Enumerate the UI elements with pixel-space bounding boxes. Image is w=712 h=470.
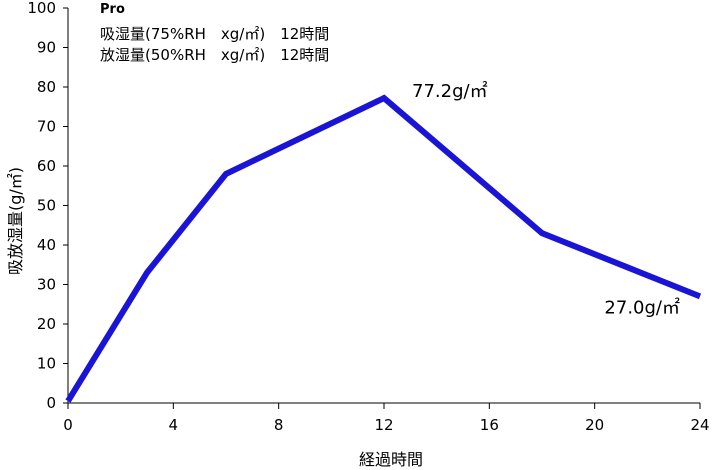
data-label: 77.2g/㎡ bbox=[412, 80, 488, 102]
data-label: 27.0g/㎡ bbox=[604, 296, 680, 318]
y-tick-label: 60 bbox=[37, 157, 56, 175]
y-tick-label: 70 bbox=[37, 118, 56, 136]
x-tick-label: 12 bbox=[374, 416, 393, 434]
legend-line-absorb: 吸湿量(75%RH xg/㎡) 12時間 bbox=[100, 25, 329, 43]
y-tick-label: 30 bbox=[37, 276, 56, 294]
y-tick-label: 40 bbox=[37, 236, 56, 254]
brand-label: Pro bbox=[100, 2, 125, 17]
x-tick-label: 8 bbox=[274, 416, 284, 434]
legend-line-release: 放湿量(50%RH xg/㎡) 12時間 bbox=[100, 46, 329, 64]
x-axis-title: 経過時間 bbox=[359, 450, 423, 469]
x-tick-label: 4 bbox=[169, 416, 179, 434]
y-tick-label: 10 bbox=[37, 355, 56, 373]
x-tick-label: 20 bbox=[585, 416, 604, 434]
y-tick-label: 0 bbox=[46, 394, 56, 412]
x-axis-ticks: 0 4 8 12 16 20 24 bbox=[63, 403, 710, 434]
series-line bbox=[65, 94, 702, 403]
y-tick-label: 20 bbox=[37, 315, 56, 333]
x-tick-label: 24 bbox=[690, 416, 709, 434]
y-tick-label: 100 bbox=[27, 0, 56, 17]
y-tick-label: 90 bbox=[37, 39, 56, 57]
y-axis-ticks: 0 10 20 30 40 50 60 70 80 90 100 bbox=[27, 0, 68, 412]
x-tick-label: 0 bbox=[63, 416, 73, 434]
y-tick-label: 50 bbox=[37, 197, 56, 215]
y-axis-title: 吸放湿量(g/㎡) bbox=[6, 167, 25, 275]
annotations: 77.2g/㎡ 27.0g/㎡ bbox=[412, 80, 680, 318]
x-tick-label: 16 bbox=[480, 416, 499, 434]
y-tick-label: 80 bbox=[37, 78, 56, 96]
